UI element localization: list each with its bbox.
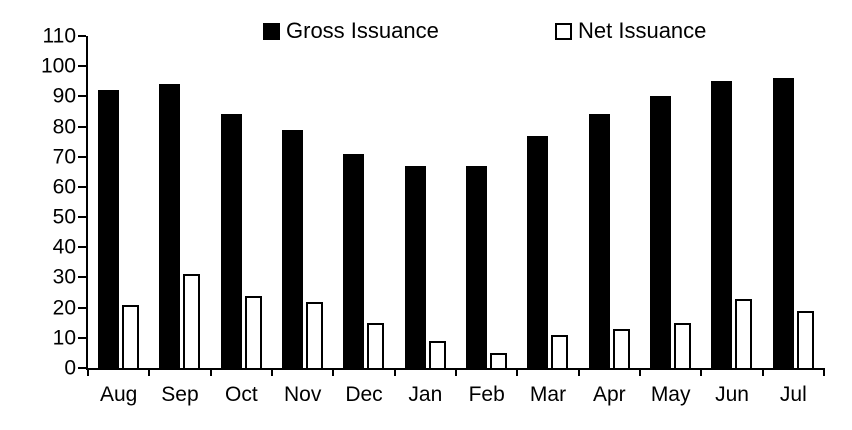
x-tick-8 — [577, 368, 580, 376]
legend-item-net-issuance: Net Issuance — [555, 20, 706, 42]
y-tick-label-60: 60 — [52, 175, 76, 199]
y-tick-0 — [78, 367, 86, 369]
bar-net-issuance-apr — [612, 328, 630, 368]
x-tick-label-dec: Dec — [345, 383, 383, 406]
y-tick-20 — [78, 306, 86, 309]
x-tick-label-oct: Oct — [224, 383, 258, 406]
bar-group-oct — [211, 36, 272, 368]
legend-label-net-issuance: Net Issuance — [578, 18, 707, 43]
legend-swatch-net-issuance-icon — [555, 22, 572, 40]
bar-group-jul — [763, 36, 824, 368]
x-tick-label-apr: Apr — [592, 383, 626, 406]
x-tick-label-jun: Jun — [715, 383, 749, 406]
x-tick-0 — [87, 368, 89, 376]
bar-group-aug — [88, 36, 149, 368]
y-tick-110 — [78, 35, 86, 37]
y-tick-80 — [78, 125, 86, 128]
y-tick-label-20: 20 — [52, 296, 76, 320]
x-tick-2 — [209, 368, 212, 376]
bar-group-may — [640, 36, 701, 368]
x-tick-label-aug: Aug — [99, 383, 138, 406]
bar-gross-issuance-dec — [343, 153, 365, 368]
y-tick-label-10: 10 — [52, 326, 76, 350]
plot-area: 0 10 20 30 40 50 60 70 80 90 100 110 Aug Sep Oct Nov Dec… — [41, 26, 825, 405]
bar-group-jan — [395, 36, 456, 368]
bar-net-issuance-may — [674, 322, 691, 368]
bar-net-issuance-jan — [428, 340, 446, 368]
y-tick-label-50: 50 — [52, 205, 76, 229]
bar-gross-issuance-oct — [220, 114, 242, 368]
bar-gross-issuance-jun — [711, 81, 733, 368]
legend-item-gross-issuance: Gross Issuance — [263, 20, 439, 42]
x-tick-4 — [332, 368, 335, 376]
bar-gross-issuance-nov — [282, 129, 303, 368]
bar-gross-issuance-jul — [772, 78, 794, 368]
x-tick-3 — [271, 368, 273, 376]
y-tick-60 — [78, 185, 86, 188]
y-tick-70 — [78, 155, 86, 158]
x-tick-7 — [516, 368, 519, 376]
bar-net-issuance-feb — [490, 352, 507, 368]
y-tick-label-110: 110 — [42, 24, 76, 48]
bar-gross-issuance-may — [650, 96, 671, 368]
bar-gross-issuance-feb — [466, 165, 487, 368]
y-tick-label-70: 70 — [52, 145, 76, 169]
y-tick-label-80: 80 — [52, 115, 76, 139]
x-tick-6 — [455, 368, 457, 376]
bar-net-issuance-oct — [244, 295, 262, 368]
bar-net-issuance-nov — [306, 301, 323, 368]
x-tick-label-jan: Jan — [408, 383, 443, 406]
x-tick-9 — [639, 368, 641, 376]
bar-net-issuance-dec — [367, 322, 385, 368]
bar-gross-issuance-aug — [98, 90, 119, 368]
bar-net-issuance-aug — [122, 304, 139, 368]
y-tick-40 — [78, 246, 86, 249]
y-tick-100 — [78, 65, 86, 68]
legend-swatch-gross-issuance-icon — [263, 22, 280, 40]
legend-label-gross-issuance: Gross Issuance — [286, 18, 439, 43]
x-tick-label-sep: Sep — [161, 383, 199, 406]
bar-net-issuance-jul — [796, 310, 814, 368]
x-tick-label-jul: Jul — [779, 383, 807, 406]
y-tick-30 — [78, 276, 86, 279]
x-tick-10 — [700, 368, 703, 376]
x-tick-12 — [823, 368, 825, 376]
bar-gross-issuance-mar — [527, 135, 549, 368]
x-tick-label-feb: Feb — [468, 383, 505, 406]
x-tick-label-may: May — [650, 383, 691, 406]
bar-group-mar — [517, 36, 578, 368]
bar-gross-issuance-jan — [404, 165, 426, 368]
y-tick-label-30: 30 — [52, 265, 76, 289]
y-tick-label-40: 40 — [52, 235, 76, 259]
bar-group-sep — [149, 36, 210, 368]
y-tick-label-0: 0 — [64, 356, 76, 380]
bar-net-issuance-jun — [735, 298, 753, 368]
bar-net-issuance-sep — [183, 274, 201, 368]
y-tick-10 — [78, 336, 86, 339]
bar-gross-issuance-sep — [159, 84, 181, 368]
y-tick-50 — [78, 216, 86, 219]
y-tick-label-90: 90 — [52, 84, 76, 108]
bar-group-jun — [701, 36, 762, 368]
x-tick-label-nov: Nov — [283, 383, 322, 406]
bar-group-nov — [272, 36, 333, 368]
bar-group-feb — [456, 36, 517, 368]
x-tick-5 — [393, 368, 396, 376]
y-tick-label-100: 100 — [40, 54, 76, 78]
bar-group-apr — [579, 36, 640, 368]
bar-net-issuance-mar — [551, 334, 569, 368]
bar-group-dec — [333, 36, 394, 368]
bar-gross-issuance-apr — [588, 114, 610, 368]
x-tick-11 — [761, 368, 764, 376]
x-tick-1 — [148, 368, 151, 376]
x-tick-label-mar: Mar — [529, 383, 567, 406]
y-tick-90 — [78, 95, 86, 98]
